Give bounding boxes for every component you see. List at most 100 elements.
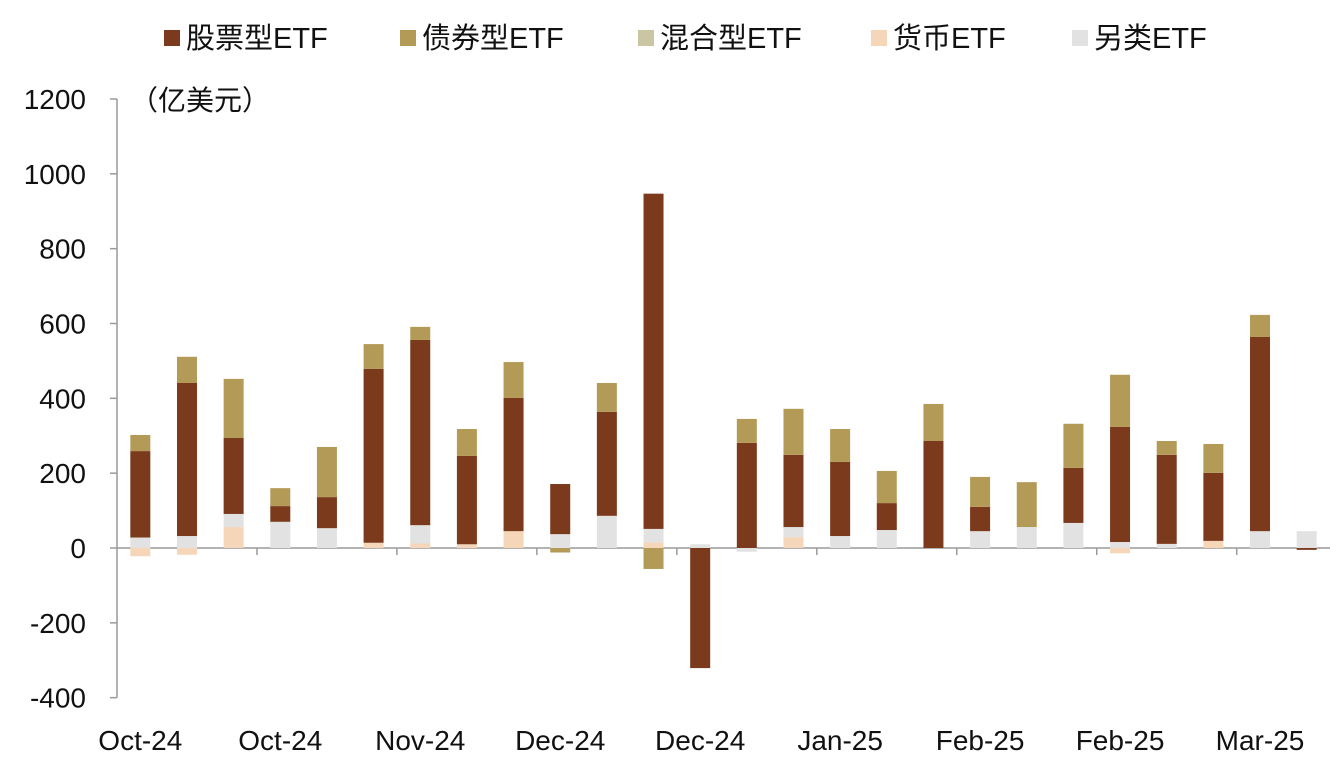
bar-money-2 (223, 527, 244, 548)
bar-money-6 (410, 543, 431, 548)
bar-stock-18 (970, 506, 991, 532)
legend-label-money: 货币ETF (893, 22, 1006, 55)
bar-bond-8 (503, 362, 524, 398)
bar-bond-19 (1016, 482, 1037, 528)
bar-stock-10 (596, 411, 617, 516)
legend-swatch-money (871, 30, 887, 46)
bar-bond-0 (130, 435, 151, 452)
bar-bond-23 (1203, 443, 1224, 473)
bar-money-0 (130, 548, 151, 557)
bar-money-23 (1203, 540, 1224, 548)
bar-stock-23 (1203, 472, 1224, 541)
bar-stock-2 (223, 437, 244, 514)
bar-stock-24 (1250, 336, 1271, 532)
bar-alternative-13 (736, 548, 757, 552)
y-tick-label: 600 (39, 309, 86, 340)
bar-alternative-0 (130, 537, 151, 548)
legend: 股票型ETF 债券型ETF 混合型ETF 货币ETF 另类ETF (164, 22, 1207, 55)
legend-swatch-stock (164, 30, 180, 46)
bar-stock-12 (690, 548, 711, 669)
bar-stock-6 (410, 339, 431, 526)
bar-stock-11 (643, 193, 664, 529)
x-tick-label: Oct-24 (98, 725, 182, 756)
bar-bond-21 (1110, 374, 1131, 427)
bar-bond-17 (923, 403, 944, 441)
legend-item-bond: 债券型ETF (400, 22, 564, 55)
y-tick-label: 200 (39, 458, 86, 489)
bar-alternative-6 (410, 525, 431, 544)
bar-alternative-21 (1110, 542, 1131, 548)
bar-stock-8 (503, 397, 524, 532)
legend-item-alternative: 另类ETF (1072, 22, 1207, 55)
bar-alternative-25 (1296, 531, 1317, 548)
legend-swatch-bond (400, 30, 416, 46)
bar-bond-24 (1250, 314, 1271, 337)
bar-money-7 (456, 544, 477, 548)
x-tick-label: Mar-25 (1216, 725, 1305, 756)
bars (130, 193, 1317, 669)
y-tick-label: 1000 (24, 159, 86, 190)
bar-stock-15 (830, 461, 851, 537)
bar-money-14 (783, 537, 804, 548)
y-axis-ticks: 1200 1000 800 600 400 200 0 -200 -400 (24, 84, 117, 714)
bar-alternative-15 (830, 536, 851, 548)
bar-bond-11 (643, 548, 664, 569)
x-tick-label: Dec-24 (515, 725, 605, 756)
bar-stock-3 (270, 506, 291, 522)
bar-bond-13 (736, 418, 757, 443)
bar-alternative-2 (223, 513, 244, 528)
bar-bond-7 (456, 429, 477, 456)
legend-item-stock: 股票型ETF (164, 22, 328, 55)
bar-bond-15 (830, 429, 851, 462)
bar-stock-5 (363, 368, 384, 543)
x-tick-label: Jan-25 (797, 725, 883, 756)
bar-bond-14 (783, 408, 804, 455)
bar-alternative-1 (176, 536, 197, 548)
bar-stock-22 (1156, 454, 1177, 544)
x-tick-label: Feb-25 (936, 725, 1025, 756)
bar-stock-17 (923, 440, 944, 548)
bar-alternative-19 (1016, 527, 1037, 548)
bar-stock-4 (316, 497, 337, 529)
bar-bond-10 (596, 382, 617, 412)
bar-bond-4 (316, 446, 337, 498)
bar-stock-0 (130, 451, 151, 538)
bar-alternative-24 (1250, 531, 1271, 548)
bar-stock-16 (876, 503, 897, 531)
unit-label: （亿美元） (130, 85, 270, 116)
y-tick-label: 400 (39, 383, 86, 414)
legend-label-alternative: 另类ETF (1094, 22, 1207, 55)
bar-alternative-10 (596, 515, 617, 548)
x-axis-ticks: Oct-24 Oct-24 Nov-24 Dec-24 Dec-24 Jan-25 Feb-… (98, 548, 1304, 756)
legend-item-money: 货币ETF (871, 22, 1006, 55)
bar-alternative-22 (1156, 543, 1177, 548)
bar-money-21 (1110, 548, 1131, 554)
bar-bond-9 (550, 548, 571, 553)
bar-bond-20 (1063, 423, 1084, 468)
x-tick-label: Dec-24 (655, 725, 745, 756)
bar-stock-14 (783, 454, 804, 528)
bar-bond-5 (363, 344, 384, 369)
legend-label-mixed: 混合型ETF (660, 22, 802, 55)
bar-money-11 (643, 542, 664, 548)
bar-bond-18 (970, 476, 991, 507)
bar-money-5 (363, 542, 384, 548)
bar-alternative-20 (1063, 522, 1084, 548)
bar-bond-1 (176, 356, 197, 383)
legend-item-mixed: 混合型ETF (638, 22, 802, 55)
bar-stock-9 (550, 484, 571, 535)
bar-stock-1 (176, 382, 197, 537)
bar-alternative-11 (643, 528, 664, 543)
legend-label-bond: 债券型ETF (422, 22, 564, 55)
y-tick-label: 0 (70, 533, 86, 564)
y-tick-label: -200 (30, 608, 86, 639)
x-tick-label: Feb-25 (1076, 725, 1165, 756)
bar-alternative-12 (690, 544, 711, 548)
y-tick-label: 800 (39, 234, 86, 265)
axes (116, 99, 1330, 698)
bar-money-8 (503, 531, 524, 548)
bar-bond-22 (1156, 440, 1177, 455)
legend-swatch-mixed (638, 30, 654, 46)
bar-stock-25 (1296, 548, 1317, 550)
